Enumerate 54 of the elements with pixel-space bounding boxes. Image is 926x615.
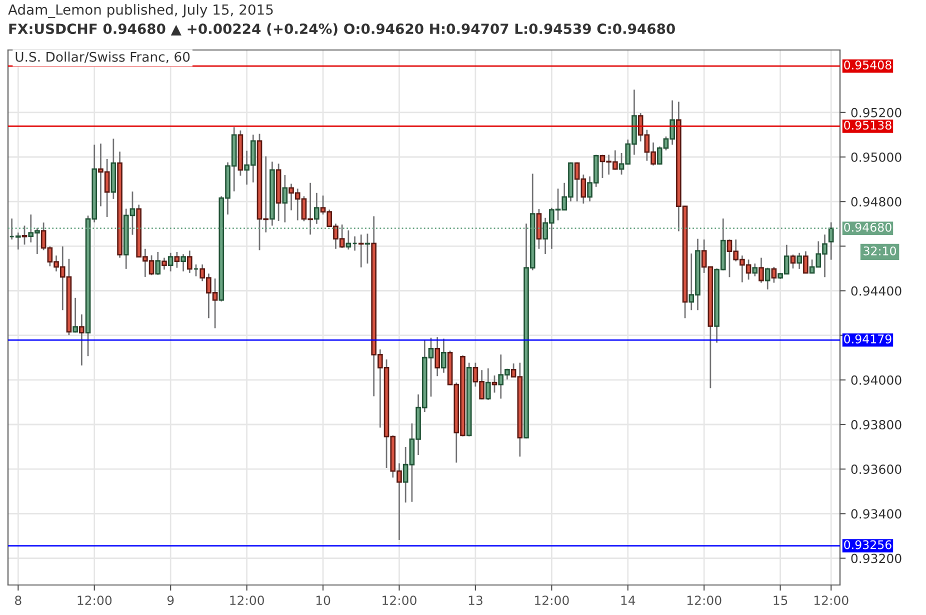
ref-line-label: 0.95408	[844, 60, 892, 70]
y-tick-label: 0.95200	[851, 108, 902, 118]
y-tick-label: 0.95000	[851, 152, 902, 162]
x-tick-label: 12:00	[382, 596, 416, 606]
candlestick	[441, 338, 446, 374]
candlestick	[22, 224, 28, 246]
candlestick	[796, 252, 802, 270]
x-tick-label: 12:00	[78, 596, 112, 606]
chart-title: U.S. Dollar/Swiss Franc, 60	[16, 52, 190, 64]
candlestick	[72, 297, 78, 334]
ref-line-label: 0.95138	[844, 120, 892, 130]
candlestick	[790, 254, 796, 270]
x-tick-label: 14	[621, 596, 636, 605]
x-tick-label: 10	[316, 596, 330, 606]
candlestick	[364, 232, 370, 264]
y-tick-label: 0.94400	[851, 286, 902, 296]
candlestick	[282, 174, 288, 224]
y-tick-label: 0.93200	[851, 554, 902, 564]
text: Adam_Lemon published, July 15, 2015	[8, 4, 273, 18]
y-tick-label: 0.93600	[851, 464, 902, 474]
x-tick-label: 15	[774, 596, 788, 606]
ref-line-label: 0.94179	[844, 334, 892, 344]
x-tick-label: 12:00	[687, 596, 722, 606]
candlestick	[162, 257, 167, 270]
x-tick-label: 12:00	[535, 596, 569, 606]
candlestick	[434, 336, 440, 377]
candlestick	[180, 253, 186, 272]
ref-line-label: 0.94680	[844, 222, 892, 232]
x-tick-label: 9	[167, 596, 174, 606]
y-tick-label: 0.94800	[851, 197, 902, 207]
candlestick	[764, 267, 770, 290]
candlestick	[186, 250, 192, 274]
candlestick	[358, 234, 364, 268]
chart-subtitle: FX:USDCHF 0.94680 ▲ +0.00224 (+0.24%) O:0.94620 H:0.94707 L:0.94539 C:0.94680	[9, 23, 675, 36]
candlestick	[485, 368, 491, 401]
candlestick	[155, 251, 161, 276]
x-tick-label: 8	[15, 596, 22, 606]
x-tick-label: 12:00	[814, 596, 848, 606]
y-tick-label: 0.93800	[851, 420, 902, 430]
candlestick	[771, 266, 777, 284]
candlestick	[758, 257, 764, 284]
y-tick-label: 0.93400	[851, 509, 902, 519]
candlestick	[752, 262, 758, 277]
candlestick	[314, 192, 320, 225]
candlestick	[174, 251, 180, 268]
candlestick	[803, 250, 808, 274]
candlestick	[492, 374, 498, 394]
candlestick	[79, 314, 84, 366]
y-tick-label: 0.94000	[851, 375, 902, 385]
ref-line-label: 0.93256	[844, 540, 892, 550]
text: 32:10	[864, 246, 896, 256]
candlestick	[168, 252, 174, 272]
x-tick-label: 13	[468, 596, 482, 606]
x-tick-label: 12:00	[230, 596, 264, 606]
